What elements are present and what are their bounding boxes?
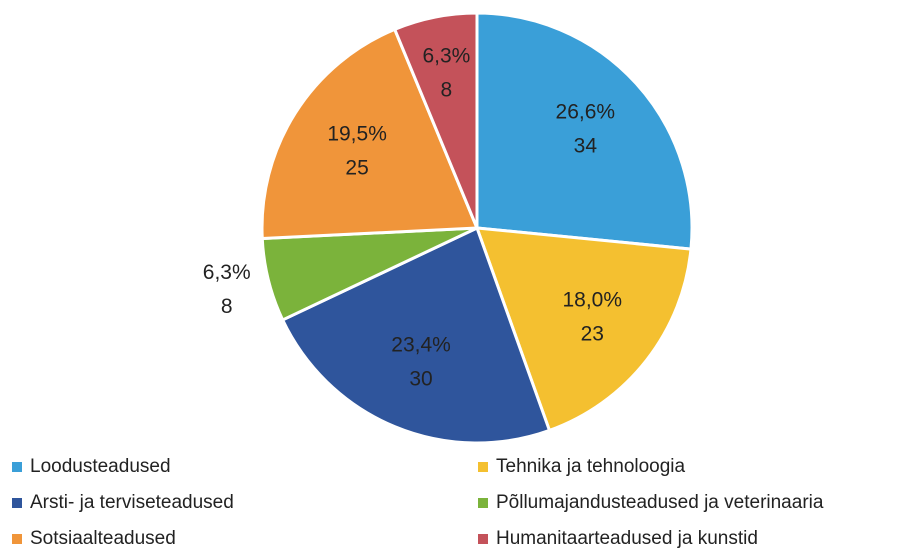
percent-label: 23,4% [391, 334, 451, 357]
pie-slice [280, 225, 552, 445]
legend-label: Tehnika ja tehnoloogia [496, 456, 686, 477]
legend-swatch [478, 462, 488, 472]
legend-swatch [478, 534, 488, 544]
legend-label: Põllumajandusteadused ja veterinaaria [496, 492, 824, 513]
legend-swatch [478, 498, 488, 508]
value-label: 23 [581, 322, 604, 345]
legend-label: Humanitaarteadused ja kunstid [496, 528, 758, 549]
legend-label: Sotsiaalteadused [30, 528, 176, 549]
pie-slice [260, 27, 480, 241]
percent-label: 18,0% [562, 288, 622, 311]
legend-label: Loodusteadused [30, 456, 171, 477]
value-label: 34 [574, 134, 598, 157]
value-label: 8 [221, 295, 233, 318]
legend-swatch [12, 498, 22, 508]
value-label: 8 [441, 79, 453, 102]
pie-slice [474, 226, 693, 433]
legend-swatch [12, 462, 22, 472]
percent-label: 6,3% [422, 45, 470, 68]
pie-slice [475, 11, 694, 251]
legend-label: Arsti- ja terviseteadused [30, 492, 234, 513]
value-label: 30 [409, 368, 432, 391]
percent-label: 6,3% [203, 261, 251, 284]
value-label: 25 [345, 157, 368, 180]
percent-label: 19,5% [327, 123, 387, 146]
percent-label: 26,6% [556, 100, 616, 123]
legend-swatch [12, 534, 22, 544]
pie-slice [392, 11, 479, 229]
